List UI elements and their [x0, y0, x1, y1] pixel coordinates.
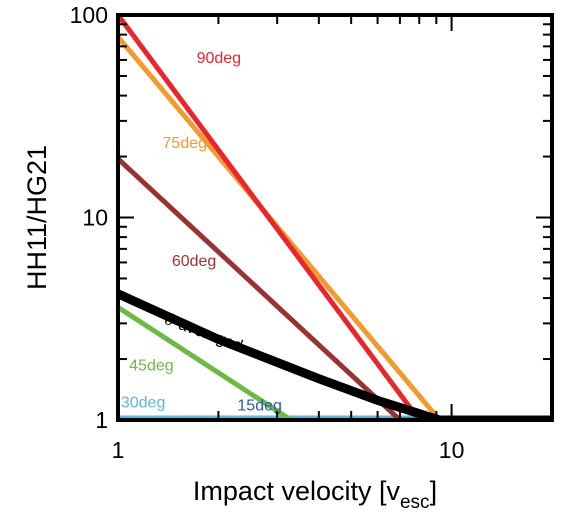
- x-tick-label: 10: [439, 437, 465, 463]
- x-axis-title: Impact velocity [vesc]: [193, 476, 437, 513]
- x-axis-title-bracket: ]: [430, 476, 438, 506]
- series-line-60deg: [118, 156, 552, 420]
- y-tick-label: 1: [95, 407, 108, 433]
- series-label-30deg: 30deg: [121, 395, 166, 412]
- x-tick-label: 1: [112, 437, 125, 463]
- series-label-90deg: 90deg: [197, 50, 242, 67]
- series-label-60deg: 60deg: [172, 253, 217, 270]
- series-line-75deg: [118, 35, 552, 420]
- series-label-15deg: 15deg: [237, 397, 282, 414]
- series-label-averaged: θ-averaged: [162, 309, 245, 355]
- series-line-45deg: [118, 305, 552, 420]
- axis-ticks: 1 10 1 10 100: [70, 2, 553, 463]
- series-line-averaged: [118, 289, 552, 420]
- y-axis-title: HH11/HG21: [22, 145, 52, 290]
- series-label-45deg: 45deg: [129, 357, 174, 374]
- x-axis-title-subscript: esc: [400, 492, 430, 513]
- y-tick-label: 100: [70, 2, 108, 28]
- x-axis-title-main: Impact velocity [v: [193, 476, 401, 506]
- series-label-75deg: 75deg: [163, 135, 208, 152]
- chart-lines: [118, 15, 552, 420]
- series-line-90deg: [118, 15, 422, 420]
- y-tick-label: 10: [82, 205, 108, 231]
